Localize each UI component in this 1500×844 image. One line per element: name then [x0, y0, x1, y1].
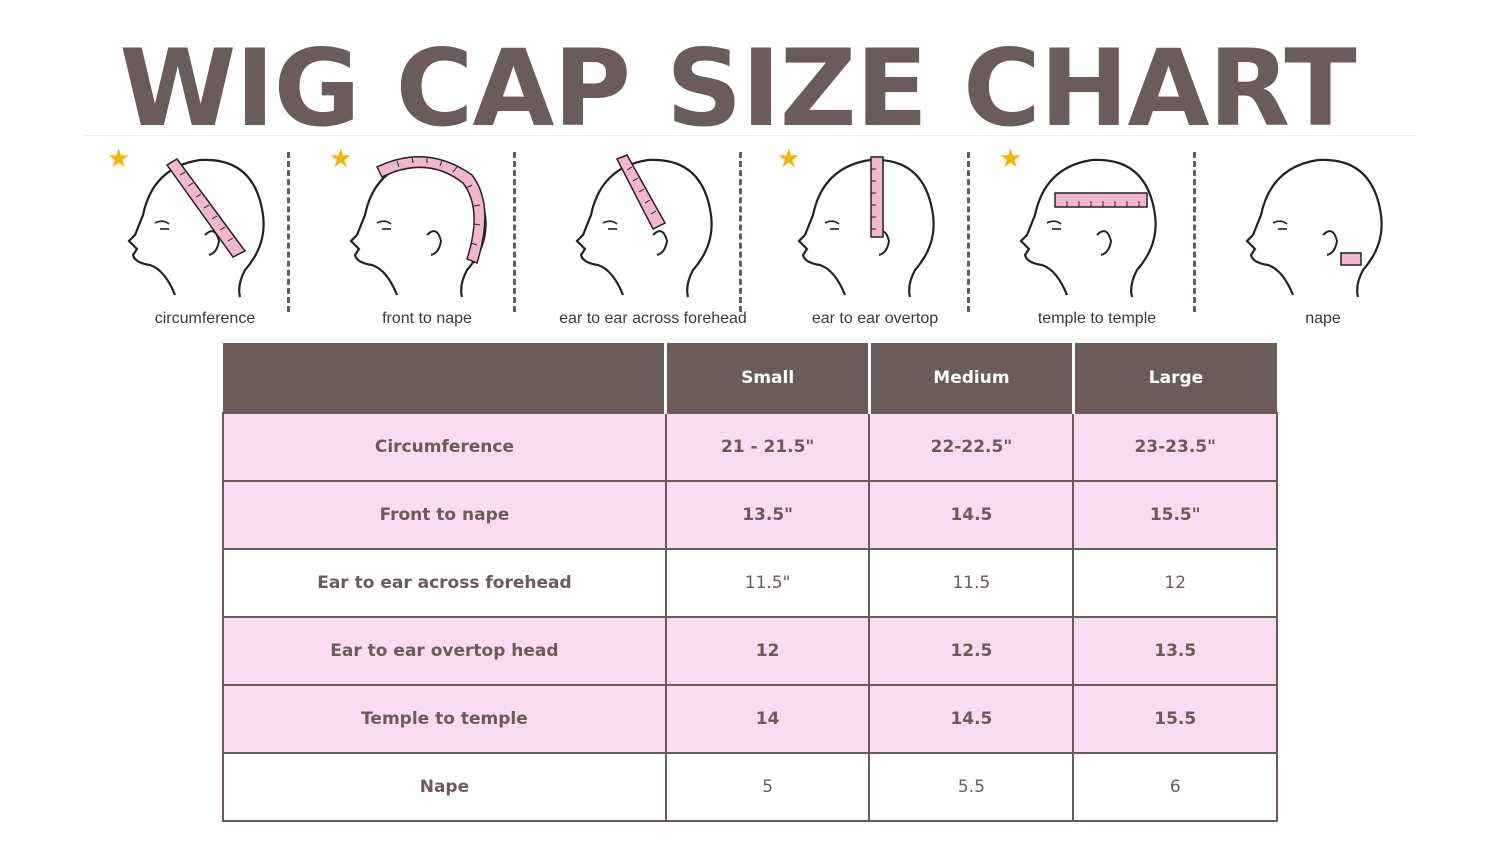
column-header-medium: Medium [867, 343, 1075, 413]
column-header-large: Large [1071, 343, 1277, 413]
column-header-small: Small [664, 343, 871, 413]
head-front-to-nape-icon [349, 156, 487, 298]
title-divider [85, 135, 1415, 136]
head-temple-to-temple-icon [1019, 158, 1157, 298]
star-icon: ★ [107, 144, 131, 174]
cell-large: 23-23.5" [1072, 412, 1278, 482]
head-ear-to-ear-overtop-icon [797, 156, 935, 298]
cell-large: 12 [1072, 548, 1278, 618]
cell-small: 5 [664, 752, 871, 822]
cell-large: 15.5 [1072, 684, 1278, 754]
dashed-divider [1193, 152, 1196, 312]
measurement-label: ear to ear overtop [811, 310, 939, 327]
cell-small: 12 [664, 616, 871, 686]
measurement-illustrations: ★ circumference ★ [95, 140, 1425, 335]
cell-small: 21 - 21.5" [664, 412, 871, 482]
row-label: Nape [222, 752, 667, 822]
cell-large: 6 [1072, 752, 1278, 822]
measurement-label: circumference [154, 310, 256, 327]
column-header [223, 343, 668, 413]
cell-medium: 22-22.5" [868, 412, 1075, 482]
dashed-divider [513, 152, 516, 312]
measurement-ear-to-ear-forehead: ear to ear across forehead [543, 140, 768, 335]
cell-small: 14 [664, 684, 871, 754]
measurement-label: nape [1305, 310, 1341, 327]
cell-small: 13.5" [664, 480, 871, 550]
row-label: Front to nape [222, 480, 667, 550]
measurement-label: ear to ear across forehead [559, 310, 747, 327]
measurement-ear-to-ear-overtop: ★ ear to ear overtop [765, 140, 990, 335]
measurement-temple-to-temple: ★ temple to temple [987, 140, 1212, 335]
table-row: Nape 5 5.5 6 [222, 752, 1278, 822]
cell-medium: 12.5 [868, 616, 1075, 686]
dashed-divider [967, 152, 970, 312]
star-icon: ★ [999, 144, 1023, 174]
size-table: Small Medium Large Circumference 21 - 21… [222, 343, 1278, 822]
head-nape-icon [1245, 158, 1383, 298]
cell-large: 13.5 [1072, 616, 1278, 686]
table-row: Temple to temple 14 14.5 15.5 [222, 684, 1278, 754]
measurement-nape: nape [1213, 140, 1438, 335]
row-label: Circumference [222, 412, 667, 482]
cell-small: 11.5" [664, 548, 871, 618]
table-header-row: Small Medium Large [223, 343, 1277, 413]
cell-medium: 5.5 [868, 752, 1075, 822]
row-label: Ear to ear overtop head [222, 616, 667, 686]
head-circumference-icon [127, 158, 265, 298]
table-row: Circumference 21 - 21.5" 22-22.5" 23-23.… [222, 412, 1278, 482]
chart-title: WIG CAP SIZE CHART [119, 27, 1356, 150]
star-icon: ★ [777, 144, 801, 174]
measurement-label: temple to temple [1037, 310, 1157, 327]
head-ear-to-ear-forehead-icon [575, 154, 713, 298]
row-label: Ear to ear across forehead [222, 548, 667, 618]
dashed-divider [739, 152, 742, 312]
cell-medium: 14.5 [868, 684, 1075, 754]
cell-medium: 11.5 [868, 548, 1075, 618]
measurement-label: front to nape [382, 310, 472, 327]
cell-large: 15.5" [1072, 480, 1278, 550]
table-row: Ear to ear overtop head 12 12.5 13.5 [222, 616, 1278, 686]
cell-medium: 14.5 [868, 480, 1075, 550]
table-row: Ear to ear across forehead 11.5" 11.5 12 [222, 548, 1278, 618]
row-label: Temple to temple [222, 684, 667, 754]
dashed-divider [287, 152, 290, 312]
measurement-front-to-nape: ★ front to nape [317, 140, 542, 335]
star-icon: ★ [329, 144, 353, 174]
measurement-circumference: ★ circumference [95, 140, 320, 335]
table-row: Front to nape 13.5" 14.5 15.5" [222, 480, 1278, 550]
